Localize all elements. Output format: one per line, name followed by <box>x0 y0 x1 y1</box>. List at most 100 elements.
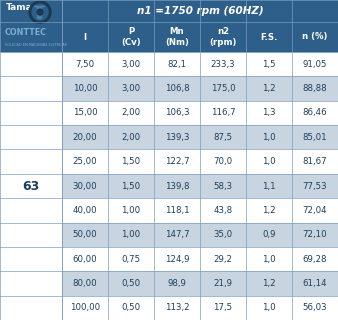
Bar <box>200 271 246 296</box>
Bar <box>0 247 62 271</box>
Text: 118,1: 118,1 <box>165 206 189 215</box>
Text: n (%): n (%) <box>302 33 328 42</box>
Text: 87,5: 87,5 <box>213 133 233 142</box>
Bar <box>200 174 246 198</box>
Bar <box>154 52 200 76</box>
Bar <box>154 222 200 247</box>
Bar <box>292 247 338 271</box>
Bar <box>154 198 200 222</box>
Text: P
(Cv): P (Cv) <box>121 27 141 47</box>
Text: 1,2: 1,2 <box>262 84 276 93</box>
Bar <box>246 125 292 149</box>
Bar <box>246 52 292 76</box>
Bar <box>62 101 108 125</box>
Bar <box>62 149 108 174</box>
Bar <box>246 22 292 52</box>
Bar <box>292 296 338 320</box>
Text: 2,00: 2,00 <box>121 133 141 142</box>
Text: 60,00: 60,00 <box>73 255 97 264</box>
Text: I: I <box>83 33 87 42</box>
Bar <box>292 22 338 52</box>
Text: 86,46: 86,46 <box>303 108 327 117</box>
Bar <box>292 52 338 76</box>
Bar <box>246 149 292 174</box>
Text: 72,04: 72,04 <box>303 206 327 215</box>
Bar <box>62 22 108 52</box>
Bar <box>246 198 292 222</box>
Bar <box>0 198 62 222</box>
Bar <box>108 296 154 320</box>
Text: 70,0: 70,0 <box>213 157 233 166</box>
Bar <box>108 125 154 149</box>
Bar <box>200 76 246 101</box>
Bar <box>200 222 246 247</box>
Text: 1,0: 1,0 <box>262 303 276 312</box>
Text: 81,67: 81,67 <box>303 157 327 166</box>
Bar <box>0 125 62 149</box>
Bar <box>246 296 292 320</box>
Text: 1,0: 1,0 <box>262 157 276 166</box>
Text: 91,05: 91,05 <box>303 60 327 69</box>
Bar <box>292 101 338 125</box>
Bar <box>108 222 154 247</box>
Text: 21,9: 21,9 <box>214 279 233 288</box>
Bar <box>0 52 62 76</box>
Bar <box>200 198 246 222</box>
Bar <box>154 125 200 149</box>
Bar <box>246 76 292 101</box>
Text: 1,1: 1,1 <box>262 181 276 190</box>
Bar <box>154 76 200 101</box>
Text: 139,3: 139,3 <box>165 133 189 142</box>
Text: 72,10: 72,10 <box>303 230 327 239</box>
Text: 82,1: 82,1 <box>167 60 187 69</box>
Bar <box>0 271 62 296</box>
Text: 0,9: 0,9 <box>262 230 276 239</box>
Bar <box>154 101 200 125</box>
Text: Mn
(Nm): Mn (Nm) <box>165 27 189 47</box>
Text: 175,0: 175,0 <box>211 84 235 93</box>
Text: 10,00: 10,00 <box>73 84 97 93</box>
Bar <box>246 247 292 271</box>
Text: 1,0: 1,0 <box>262 133 276 142</box>
Text: Tamar: Tamar <box>6 3 37 12</box>
Bar <box>108 22 154 52</box>
Text: 139,8: 139,8 <box>165 181 189 190</box>
Bar <box>200 22 246 52</box>
Text: 122,7: 122,7 <box>165 157 189 166</box>
Bar <box>62 52 108 76</box>
Bar <box>154 271 200 296</box>
Text: SOLUCAO EM MAQUINAS ELETRICAS: SOLUCAO EM MAQUINAS ELETRICAS <box>5 43 67 46</box>
Bar <box>292 125 338 149</box>
Bar <box>0 0 338 22</box>
Text: 77,53: 77,53 <box>303 181 327 190</box>
Bar <box>62 271 108 296</box>
Bar <box>108 101 154 125</box>
Bar <box>0 0 62 52</box>
Bar <box>108 271 154 296</box>
Bar <box>62 198 108 222</box>
Bar <box>108 76 154 101</box>
Text: 3,00: 3,00 <box>121 84 141 93</box>
Text: 25,00: 25,00 <box>73 157 97 166</box>
Text: 85,01: 85,01 <box>303 133 327 142</box>
Bar <box>154 247 200 271</box>
Text: 124,9: 124,9 <box>165 255 189 264</box>
Bar <box>292 271 338 296</box>
Bar <box>292 198 338 222</box>
Text: 0,50: 0,50 <box>121 303 141 312</box>
Circle shape <box>29 1 51 23</box>
Bar <box>108 198 154 222</box>
Text: 106,3: 106,3 <box>165 108 189 117</box>
Bar <box>292 149 338 174</box>
Text: 1,2: 1,2 <box>262 206 276 215</box>
Bar <box>0 76 62 101</box>
Text: 15,00: 15,00 <box>73 108 97 117</box>
Text: n2
(rpm): n2 (rpm) <box>209 27 237 47</box>
Bar <box>0 222 62 247</box>
Text: 50,00: 50,00 <box>73 230 97 239</box>
Text: 1,50: 1,50 <box>121 181 141 190</box>
Text: 20,00: 20,00 <box>73 133 97 142</box>
Text: 116,7: 116,7 <box>211 108 235 117</box>
Bar <box>108 149 154 174</box>
Text: 1,00: 1,00 <box>121 230 141 239</box>
